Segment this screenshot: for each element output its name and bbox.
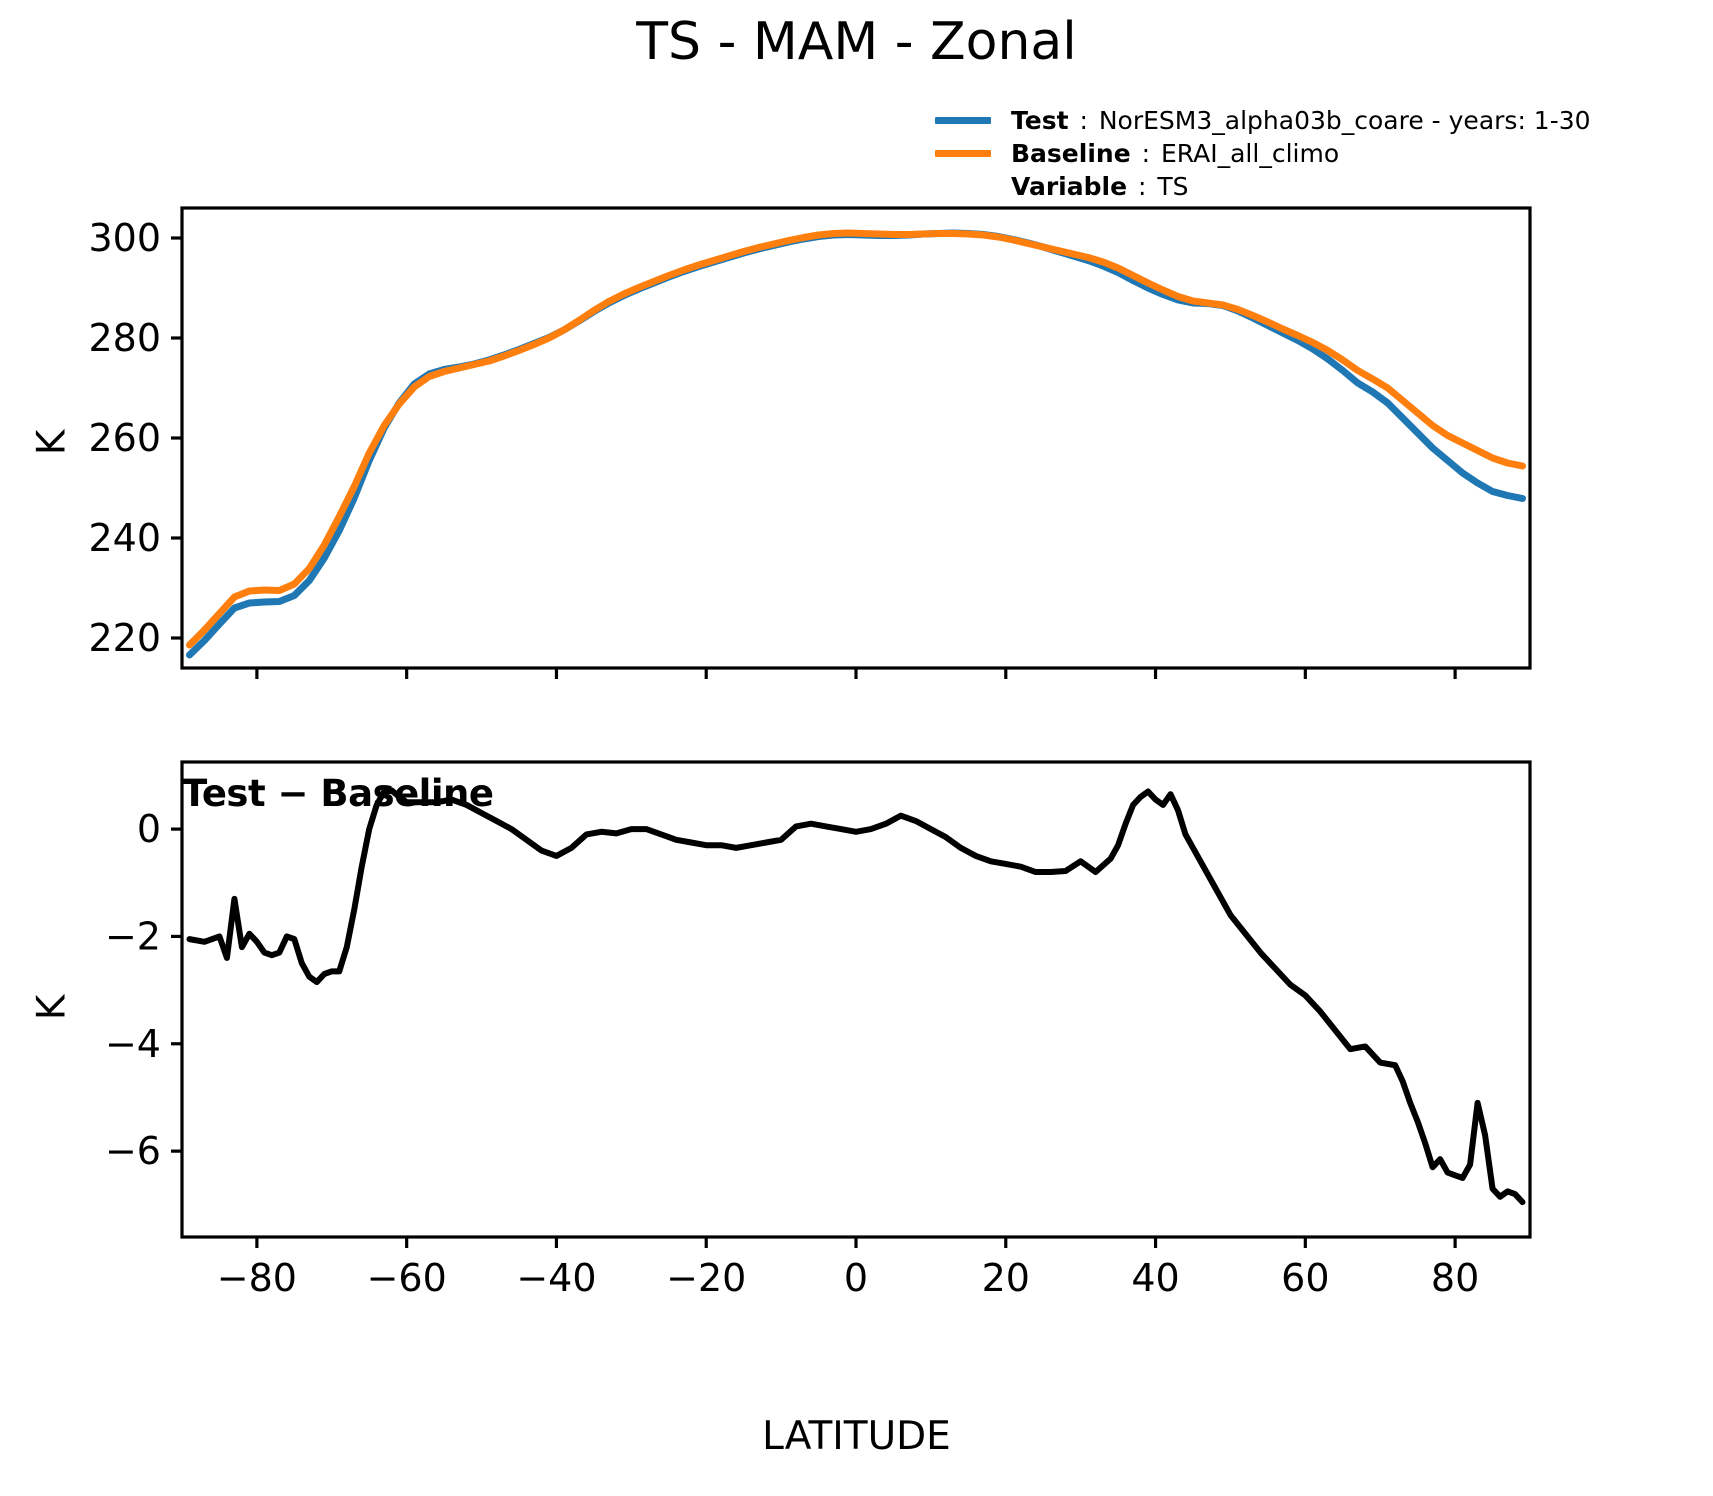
legend-item-variable: Variable : TS (935, 170, 1555, 203)
svg-text:−4: −4 (105, 1022, 161, 1066)
svg-text:−60: −60 (367, 1256, 447, 1300)
svg-text:60: 60 (1281, 1256, 1329, 1300)
legend-value-variable: TS (1157, 172, 1189, 201)
svg-text:0: 0 (137, 807, 161, 851)
svg-text:−40: −40 (516, 1256, 596, 1300)
legend-sep-test: : (1071, 106, 1096, 135)
legend-key-variable: Variable (1011, 172, 1128, 201)
svg-text:240: 240 (88, 516, 161, 560)
svg-text:−80: −80 (217, 1256, 297, 1300)
svg-text:−20: −20 (666, 1256, 746, 1300)
legend-swatch-baseline-cell (935, 150, 1011, 157)
svg-text:220: 220 (88, 616, 161, 660)
legend-key-baseline: Baseline (1011, 139, 1131, 168)
page-title: TS - MAM - Zonal (636, 12, 1077, 72)
legend-sep-baseline: : (1133, 139, 1158, 168)
svg-text:260: 260 (88, 416, 161, 460)
legend-value-test: NorESM3_alpha03b_coare - years: 1-30 (1098, 106, 1591, 135)
svg-text:280: 280 (88, 316, 161, 360)
svg-text:−2: −2 (105, 914, 161, 958)
svg-text:0: 0 (844, 1256, 868, 1300)
legend-key-test: Test (1011, 106, 1069, 135)
diff-panel-title: Test − Baseline (182, 772, 494, 815)
legend-swatch-baseline (935, 150, 991, 157)
svg-text:40: 40 (1131, 1256, 1179, 1300)
legend-swatch-test-cell (935, 117, 1011, 124)
legend-sep-variable: : (1130, 172, 1155, 201)
legend-item-test: Test : NorESM3_alpha03b_coare - years: 1… (935, 104, 1591, 137)
legend-item-baseline: Baseline : ERAI_all_climo (935, 137, 1555, 170)
x-axis-label: LATITUDE (762, 1414, 951, 1459)
legend-label-baseline: Baseline : ERAI_all_climo (1011, 137, 1339, 170)
legend-value-baseline: ERAI_all_climo (1160, 139, 1340, 168)
legend-label-test: Test : NorESM3_alpha03b_coare - years: 1… (1011, 104, 1591, 137)
svg-text:−6: −6 (105, 1129, 161, 1173)
svg-text:300: 300 (88, 216, 161, 260)
svg-text:80: 80 (1431, 1256, 1479, 1300)
legend-label-variable: Variable : TS (1011, 170, 1189, 203)
legend-swatch-test (935, 117, 991, 124)
svg-text:20: 20 (982, 1256, 1030, 1300)
legend: Test : NorESM3_alpha03b_coare - years: 1… (935, 104, 1591, 203)
